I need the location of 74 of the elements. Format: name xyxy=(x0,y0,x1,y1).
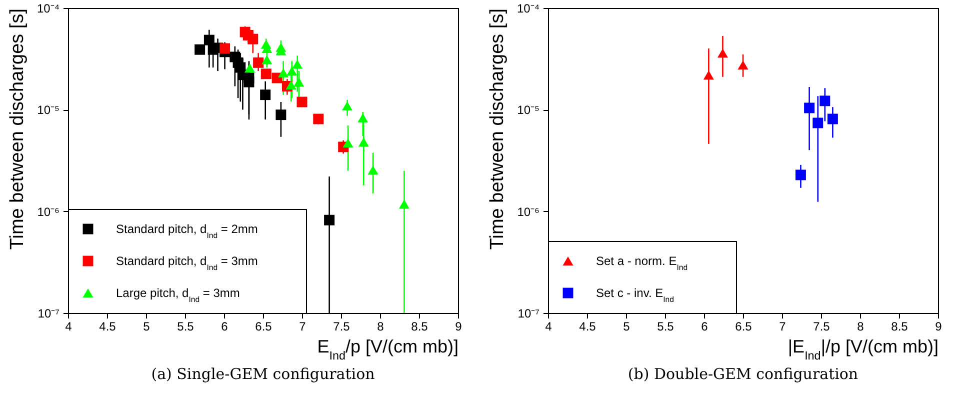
x-tick-label: 5.5 xyxy=(177,320,194,334)
x-tick-label: 5 xyxy=(143,320,150,334)
point xyxy=(286,66,298,76)
point xyxy=(262,55,272,64)
x-tick-label: 7 xyxy=(299,320,306,334)
point xyxy=(795,170,806,180)
point xyxy=(827,114,838,124)
y-tick-label: 10⁻⁶ xyxy=(37,204,60,219)
x-tick-label: 8 xyxy=(377,320,384,334)
y-tick-label: 10⁻⁵ xyxy=(37,103,60,118)
x-tick-label: 4 xyxy=(545,320,552,334)
point xyxy=(342,101,352,110)
point xyxy=(296,96,308,108)
y-tick-label: 10⁻⁷ xyxy=(518,306,540,320)
y-axis-title: Time between discharges [s] xyxy=(486,8,508,250)
x-axis-title: |E$_{Ind}$|/p [V/(cm mb)] xyxy=(788,336,938,362)
x-tick-label: 7.5 xyxy=(333,320,350,334)
legend-label: Standard pitch, d$_{Ind}$ = 2mm xyxy=(116,222,258,240)
point xyxy=(253,57,264,68)
x-tick-label: 7 xyxy=(779,320,786,334)
point xyxy=(194,44,206,55)
y-tick-label: 10⁻⁶ xyxy=(517,204,540,219)
text: (b) Double-GEM configuration xyxy=(626,365,860,383)
point xyxy=(260,68,272,80)
point xyxy=(358,113,368,122)
x-tick-label: 6 xyxy=(701,320,708,334)
point xyxy=(292,60,303,69)
x-tick-label: 8.5 xyxy=(891,320,908,334)
point xyxy=(278,68,289,78)
x-tick-label: 6.5 xyxy=(255,320,272,334)
x-tick-label: 4.5 xyxy=(579,320,596,334)
point xyxy=(244,76,254,88)
x-tick-label: 9 xyxy=(935,320,942,334)
point xyxy=(820,96,830,106)
x-tick-label: 9 xyxy=(455,320,462,334)
point xyxy=(324,214,335,226)
legend-label: Standard pitch, d$_{Ind}$ = 3mm xyxy=(116,254,258,272)
x-tick-label: 6.5 xyxy=(735,320,752,334)
point xyxy=(358,138,369,147)
x-tick-label: 4.5 xyxy=(99,320,116,334)
point xyxy=(286,80,296,90)
legend-label: Set a - norm. E$_{Ind}$ xyxy=(596,254,688,272)
y-tick-label: 10⁻⁷ xyxy=(38,306,60,320)
point xyxy=(804,102,815,114)
legend-label: Large pitch, d$_{Ind}$ = 3mm xyxy=(116,286,240,304)
point xyxy=(342,138,354,148)
point xyxy=(738,60,748,70)
y-axis-title: Time between discharges [s] xyxy=(6,8,28,250)
x-tick-label: 4 xyxy=(65,320,72,334)
x-tick-label: 6 xyxy=(221,320,228,334)
y-tick-label: 10⁻⁵ xyxy=(517,103,540,118)
point xyxy=(398,199,410,209)
point xyxy=(244,63,255,73)
point xyxy=(276,110,286,120)
legend-label: Set c - inv. E$_{Ind}$ xyxy=(596,286,674,304)
point xyxy=(220,43,230,54)
text: (a) Single-GEM configuration xyxy=(150,365,376,383)
point xyxy=(294,77,304,87)
x-tick-label: 5.5 xyxy=(657,320,674,334)
x-tick-label: 7.5 xyxy=(813,320,830,334)
point xyxy=(368,165,378,175)
point xyxy=(717,48,728,58)
x-tick-label: 8.5 xyxy=(411,320,428,334)
point xyxy=(703,70,714,80)
point xyxy=(204,34,214,46)
x-tick-label: 5 xyxy=(623,320,630,334)
x-axis-title: E$_{Ind}$/p [V/(cm mb)] xyxy=(317,336,458,362)
point xyxy=(313,114,324,124)
point xyxy=(812,118,824,128)
point xyxy=(248,34,258,44)
y-tick-label: 10⁻⁴ xyxy=(36,2,60,16)
point xyxy=(260,90,271,100)
y-tick-label: 10⁻⁴ xyxy=(516,2,540,16)
x-tick-label: 8 xyxy=(857,320,864,334)
